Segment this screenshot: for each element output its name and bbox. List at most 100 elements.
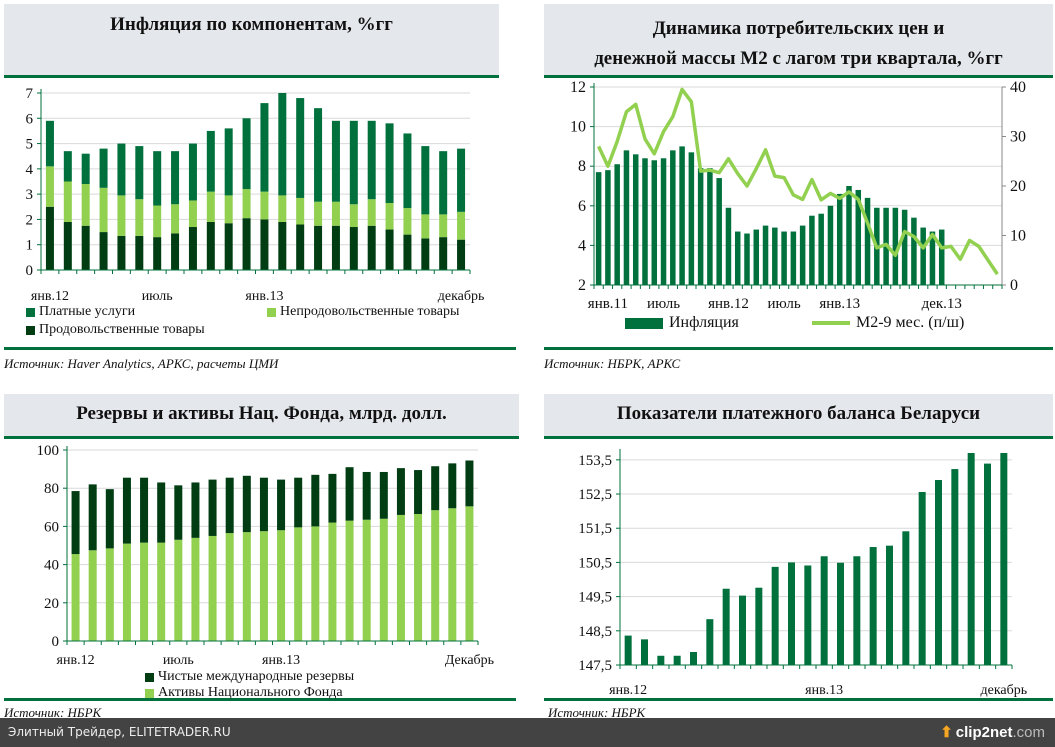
chart2-bar-Инфляция bbox=[799, 225, 806, 285]
chart4-xtick-label: янв.13 bbox=[805, 683, 843, 698]
chart1-bar-Продовольственные товары bbox=[349, 227, 358, 270]
chart1-bar-Платные услуги bbox=[153, 151, 162, 206]
chart1-xtick-label: янв.12 bbox=[31, 289, 69, 304]
chart1-bar-Продовольственные товары bbox=[188, 227, 197, 270]
chart4-bar-Показатель bbox=[657, 655, 665, 665]
chart1-bar-Продовольственные товары bbox=[45, 206, 54, 270]
chart2-line-m2 bbox=[597, 87, 999, 276]
chart1-bar-Платные услуги bbox=[206, 130, 215, 192]
footer-site: Элитный Трейдер, ELITETRADER.RU bbox=[8, 725, 231, 739]
chart4-bar-Показатель bbox=[869, 547, 877, 665]
chart1-ytick-label: 1 bbox=[26, 238, 34, 254]
chart4-bar-Показатель bbox=[624, 635, 632, 665]
chart4-xtick-label: янв.12 bbox=[609, 683, 647, 698]
chart3-bar-Чистые международные резервы bbox=[71, 491, 80, 555]
chart2-xtick-label: янв.12 bbox=[708, 296, 749, 312]
chart3-bar-Активы Национального Фонда bbox=[414, 513, 423, 641]
chart3-bottom-rule bbox=[4, 698, 516, 701]
chart1-bar-Непродовольственные товары bbox=[260, 191, 269, 220]
chart1-bar-Платные услуги bbox=[188, 143, 197, 201]
chart3-bar-Активы Национального Фонда bbox=[122, 543, 131, 641]
chart2-bar-Инфляция bbox=[809, 215, 815, 285]
chart1-bar-Платные услуги bbox=[171, 151, 180, 205]
chart2-ytick-label: 10 bbox=[570, 119, 586, 136]
chart3-xtick-label: июль bbox=[163, 653, 194, 668]
legend-label: Активы Национального Фонда bbox=[158, 685, 343, 700]
legend-label: Инфляция bbox=[669, 314, 739, 331]
chart3-bar-Активы Национального Фонда bbox=[140, 542, 149, 641]
chart1-bar-Продовольственные товары bbox=[403, 234, 412, 270]
chart1-bar-Продовольственные товары bbox=[153, 237, 162, 270]
chart1-bar-Платные услуги bbox=[242, 118, 251, 190]
chart1-bar-Платные услуги bbox=[296, 98, 305, 198]
chart4-bar-Показатель bbox=[755, 587, 763, 665]
chart2-bar-Инфляция bbox=[725, 207, 732, 285]
chart2-bar-Инфляция bbox=[911, 217, 917, 285]
chart1-bar-Непродовольственные товары bbox=[439, 214, 448, 238]
chart2-bar-Инфляция bbox=[827, 205, 834, 285]
legend-label: Продовольственные товары bbox=[39, 322, 205, 337]
chart3-bar-Чистые международные резервы bbox=[225, 477, 234, 534]
chart2-bar-Инфляция bbox=[818, 213, 824, 285]
legend-label: Чистые международные резервы bbox=[158, 669, 355, 684]
clip2net-logo[interactable]: ⬆ clip2net.com bbox=[940, 723, 1045, 741]
chart3-ytick-label: 20 bbox=[44, 596, 59, 612]
chart1-bar-Платные услуги bbox=[63, 151, 72, 182]
chart4-ytick-label: 152,5 bbox=[578, 487, 612, 503]
chart1-bar-Непродовольственные товары bbox=[296, 197, 305, 225]
chart1-bar-Продовольственные товары bbox=[331, 225, 340, 270]
chart1-bar-Платные услуги bbox=[331, 120, 340, 202]
chart4-source: Источник: НБРК bbox=[548, 705, 646, 720]
chart4-bar-Показатель bbox=[771, 566, 779, 665]
chart3-bar-Активы Национального Фонда bbox=[157, 542, 166, 641]
chart2-bar-Инфляция bbox=[753, 229, 760, 285]
chart1-bar-Продовольственные товары bbox=[171, 233, 180, 270]
chart3-bar-Чистые международные резервы bbox=[311, 474, 320, 527]
chart1-bar-Платные услуги bbox=[421, 146, 430, 215]
legend-swatch bbox=[145, 672, 154, 682]
chart3-bar-Чистые международные резервы bbox=[379, 471, 388, 519]
chart1-bar-Непродовольственные товары bbox=[153, 205, 162, 238]
chart1-bar-Непродовольственные товары bbox=[421, 214, 430, 239]
chart2-ytick-label: 8 bbox=[578, 158, 586, 175]
chart2-xtick-label: июль bbox=[647, 296, 680, 312]
chart4-bottom-rule bbox=[544, 698, 1053, 701]
chart1-bar-Непродовольственные товары bbox=[45, 166, 54, 207]
chart4-ytick-label: 153,5 bbox=[578, 453, 612, 469]
chart1-bar-Непродовольственные товары bbox=[206, 191, 215, 222]
chart4-bar-Показатель bbox=[967, 453, 975, 665]
chart1-bar-Платные услуги bbox=[278, 93, 287, 196]
legend-swatch bbox=[145, 688, 154, 698]
chart2-bar-Инфляция bbox=[642, 158, 648, 285]
chart2-ytick-label: 4 bbox=[578, 237, 586, 254]
chart1-bar-Непродовольственные товары bbox=[278, 195, 287, 222]
chart4-bar-Показатель bbox=[935, 480, 942, 665]
chart2-title: Динамика потребительских цен и денежной … bbox=[544, 4, 1053, 78]
chart2-xtick-label: янв.11 bbox=[588, 296, 628, 312]
legend-label: М2-9 мес. (п/ш) bbox=[856, 314, 965, 331]
chart2-bar-Инфляция bbox=[929, 231, 936, 285]
chart1-bar-Продовольственные товары bbox=[385, 229, 394, 270]
chart4-xtick-label: декабрь bbox=[981, 683, 1028, 698]
chart3-bar-Чистые международные резервы bbox=[259, 477, 268, 532]
chart1-bar-Продовольственные товары bbox=[135, 235, 144, 270]
chart3-bar-Чистые международные резервы bbox=[208, 479, 217, 536]
chart2-bar-Инфляция bbox=[688, 152, 695, 285]
chart1-ytick-label: 5 bbox=[26, 137, 34, 153]
chart1-bar-Платные услуги bbox=[45, 120, 54, 167]
chart4-bar-Показатель bbox=[706, 619, 714, 665]
chart1-bar-Платные услуги bbox=[117, 143, 126, 196]
legend-swatch bbox=[812, 321, 850, 325]
chart3-xtick-label: янв.12 bbox=[57, 653, 95, 668]
chart3-bar-Чистые международные резервы bbox=[122, 477, 131, 544]
chart1-bottom-rule bbox=[4, 347, 516, 350]
chart1-ytick-label: 4 bbox=[26, 162, 34, 178]
chart3-ytick-label: 60 bbox=[44, 519, 59, 535]
chart3-ytick-label: 80 bbox=[44, 481, 59, 497]
chart3-bar-Активы Национального Фонда bbox=[88, 550, 97, 641]
chart1-legend-nonfood: Непродовольственные товары bbox=[267, 304, 459, 320]
chart3-bar-Чистые международные резервы bbox=[414, 470, 423, 514]
chart2-bar-Инфляция bbox=[920, 227, 926, 285]
chart1-bar-Непродовольственные товары bbox=[457, 211, 466, 240]
